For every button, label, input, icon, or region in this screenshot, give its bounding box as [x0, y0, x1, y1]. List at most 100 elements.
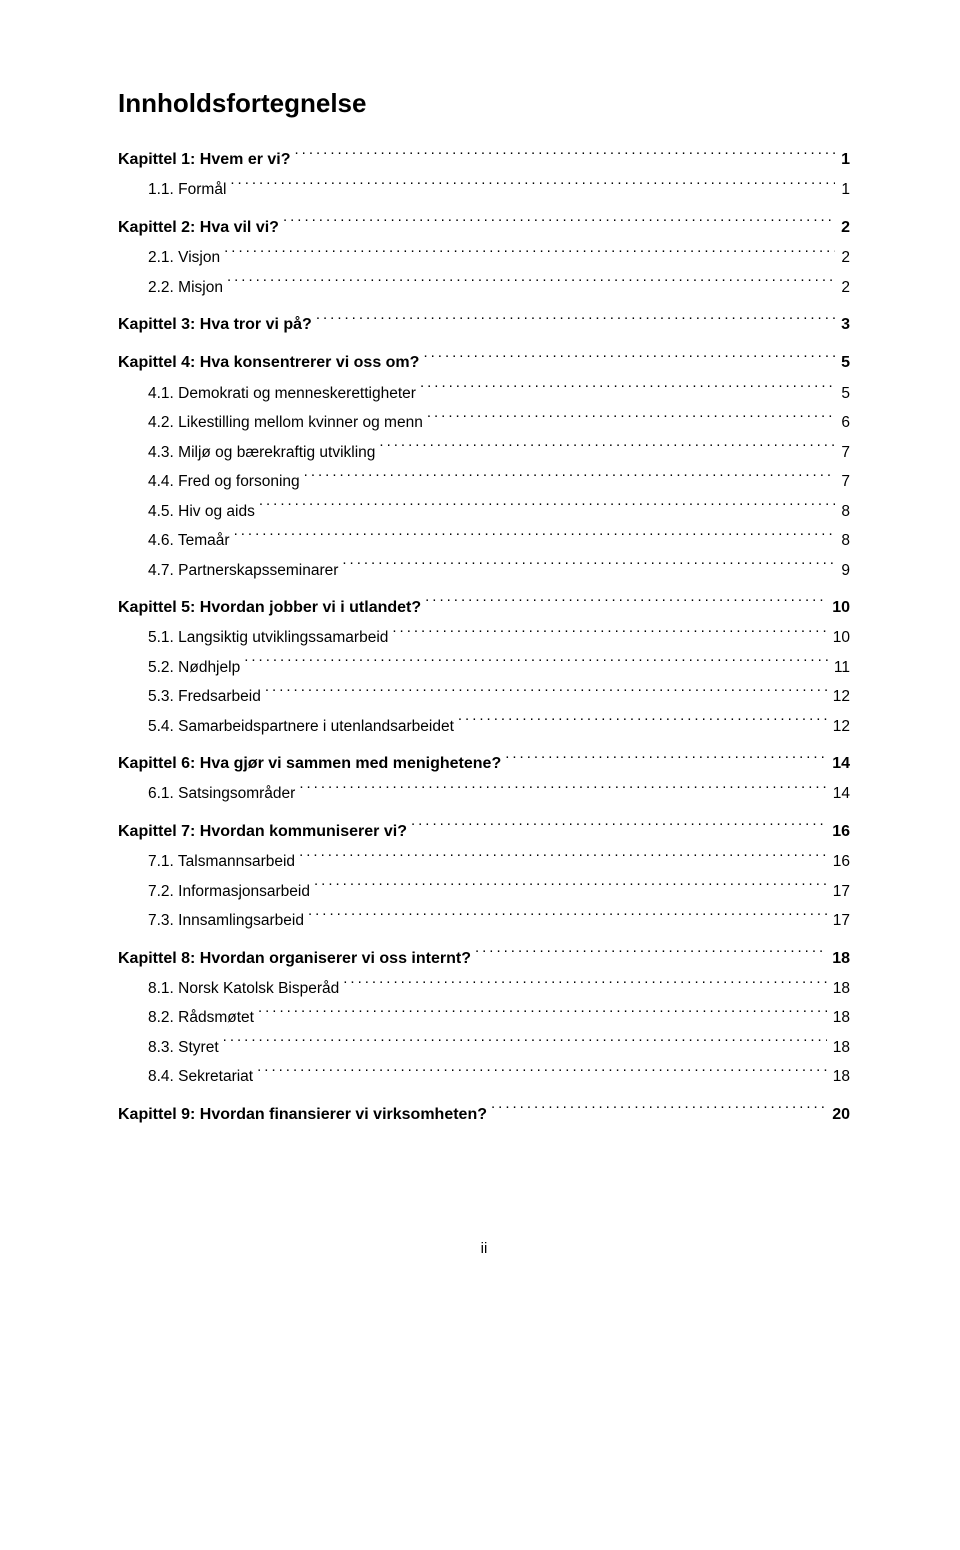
toc-chapter-row[interactable]: Kapittel 4: Hva konsentrerer vi oss om?5: [118, 348, 850, 378]
table-of-contents: Kapittel 1: Hvem er vi?11.1. Formål1Kapi…: [118, 145, 850, 1130]
page-number-footer: ii: [118, 1240, 850, 1257]
toc-chapter-group: Kapittel 1: Hvem er vi? 1 1.1. Formål 1: [118, 145, 850, 205]
toc-chapter-row[interactable]: Kapittel 2: Hva vil vi? 2: [118, 213, 850, 243]
toc-item-label: 4.4. Fred og forsoning: [148, 467, 300, 496]
toc-item-page: 10: [831, 623, 850, 652]
toc-leader: [425, 596, 826, 612]
toc-chapter-page: 14: [830, 749, 850, 779]
toc-item-row[interactable]: 8.2. Rådsmøtet18: [118, 1003, 850, 1032]
toc-leader: [258, 1007, 827, 1023]
toc-item-row[interactable]: 7.2. Informasjonsarbeid17: [118, 877, 850, 906]
toc-item-page: 8: [839, 497, 850, 526]
toc-item-row[interactable]: 7.3. Innsamlingsarbeid17: [118, 906, 850, 935]
toc-item-page: 18: [831, 1003, 850, 1032]
toc-item-page: 17: [831, 877, 850, 906]
toc-chapter-row[interactable]: Kapittel 5: Hvordan jobber vi i utlandet…: [118, 593, 850, 623]
toc-leader: [342, 559, 835, 575]
toc-chapter-row[interactable]: Kapittel 6: Hva gjør vi sammen med menig…: [118, 749, 850, 779]
toc-chapter-page: 10: [830, 593, 850, 623]
toc-item-page: 18: [831, 974, 850, 1003]
toc-item-row[interactable]: 5.2. Nødhjelp 11: [118, 653, 850, 682]
toc-leader: [223, 1036, 827, 1052]
toc-chapter-row[interactable]: Kapittel 7: Hvordan kommuniserer vi? 16: [118, 817, 850, 847]
toc-item-label: 1.1. Formål: [148, 175, 226, 204]
toc-item-label: 8.3. Styret: [148, 1033, 219, 1062]
toc-chapter-page: 5: [839, 348, 850, 378]
toc-leader: [392, 627, 826, 643]
toc-item-page: 6: [839, 408, 850, 437]
toc-chapter-row[interactable]: Kapittel 1: Hvem er vi? 1: [118, 145, 850, 175]
toc-chapter-label: Kapittel 7: Hvordan kommuniserer vi?: [118, 817, 407, 847]
toc-item-row[interactable]: 1.1. Formål 1: [118, 175, 850, 204]
toc-item-row[interactable]: 4.7. Partnerskapsseminarer 9: [118, 556, 850, 585]
toc-leader: [265, 686, 827, 702]
toc-leader: [420, 382, 835, 398]
toc-chapter-page: 18: [830, 944, 850, 974]
toc-item-label: 5.4. Samarbeidspartnere i utenlandsarbei…: [148, 712, 454, 741]
toc-chapter-label: Kapittel 6: Hva gjør vi sammen med menig…: [118, 749, 501, 779]
toc-chapter-page: 3: [839, 310, 850, 340]
toc-chapter-group: Kapittel 9: Hvordan finansierer vi virks…: [118, 1100, 850, 1130]
toc-item-label: 4.3. Miljø og bærekraftig utvikling: [148, 438, 375, 467]
toc-item-label: 4.7. Partnerskapsseminarer: [148, 556, 338, 585]
toc-chapter-row[interactable]: Kapittel 3: Hva tror vi på?3: [118, 310, 850, 340]
toc-leader: [224, 247, 835, 263]
toc-chapter-page: 2: [839, 213, 850, 243]
toc-item-label: 7.1. Talsmannsarbeid: [148, 847, 295, 876]
toc-chapter-group: Kapittel 5: Hvordan jobber vi i utlandet…: [118, 593, 850, 741]
toc-item-row[interactable]: 2.1. Visjon2: [118, 243, 850, 272]
toc-leader: [259, 500, 836, 516]
toc-leader: [423, 352, 835, 368]
toc-chapter-row[interactable]: Kapittel 8: Hvordan organiserer vi oss i…: [118, 944, 850, 974]
toc-item-label: 5.2. Nødhjelp: [148, 653, 240, 682]
toc-leader: [257, 1066, 827, 1082]
toc-chapter-page: 1: [839, 145, 850, 175]
toc-item-row[interactable]: 4.1. Demokrati og menneskerettigheter5: [118, 379, 850, 408]
toc-leader: [308, 910, 827, 926]
toc-item-row[interactable]: 5.1. Langsiktig utviklingssamarbeid10: [118, 623, 850, 652]
page-title: Innholdsfortegnelse: [118, 88, 850, 119]
toc-item-row[interactable]: 4.2. Likestilling mellom kvinner og menn…: [118, 408, 850, 437]
toc-item-label: 8.1. Norsk Katolsk Bisperåd: [148, 974, 339, 1003]
toc-item-row[interactable]: 4.4. Fred og forsoning7: [118, 467, 850, 496]
toc-item-row[interactable]: 2.2. Misjon 2: [118, 273, 850, 302]
toc-item-row[interactable]: 6.1. Satsingsområder14: [118, 779, 850, 808]
toc-item-page: 1: [839, 175, 850, 204]
toc-item-row[interactable]: 4.3. Miljø og bærekraftig utvikling7: [118, 438, 850, 467]
toc-item-page: 9: [839, 556, 850, 585]
toc-item-row[interactable]: 5.4. Samarbeidspartnere i utenlandsarbei…: [118, 712, 850, 741]
toc-item-row[interactable]: 4.6. Temaår8: [118, 526, 850, 555]
toc-chapter-label: Kapittel 1: Hvem er vi?: [118, 145, 291, 175]
toc-leader: [299, 851, 827, 867]
toc-leader: [230, 179, 835, 195]
toc-item-row[interactable]: 8.3. Styret 18: [118, 1033, 850, 1062]
toc-item-row[interactable]: 7.1. Talsmannsarbeid 16: [118, 847, 850, 876]
toc-item-row[interactable]: 8.1. Norsk Katolsk Bisperåd 18: [118, 974, 850, 1003]
toc-item-row[interactable]: 4.5. Hiv og aids8: [118, 497, 850, 526]
toc-item-page: 2: [839, 273, 850, 302]
toc-item-page: 11: [832, 653, 850, 682]
toc-item-page: 14: [831, 779, 850, 808]
toc-item-label: 2.2. Misjon: [148, 273, 223, 302]
toc-leader: [316, 314, 835, 330]
toc-chapter-group: Kapittel 3: Hva tror vi på?3: [118, 310, 850, 340]
toc-chapter-page: 20: [830, 1100, 850, 1130]
toc-leader: [505, 753, 826, 769]
toc-item-row[interactable]: 5.3. Fredsarbeid12: [118, 682, 850, 711]
toc-leader: [475, 947, 826, 963]
toc-chapter-row[interactable]: Kapittel 9: Hvordan finansierer vi virks…: [118, 1100, 850, 1130]
toc-item-page: 16: [831, 847, 850, 876]
toc-item-row[interactable]: 8.4. Sekretariat18: [118, 1062, 850, 1091]
toc-chapter-label: Kapittel 2: Hva vil vi?: [118, 213, 279, 243]
toc-chapter-label: Kapittel 8: Hvordan organiserer vi oss i…: [118, 944, 471, 974]
toc-chapter-label: Kapittel 5: Hvordan jobber vi i utlandet…: [118, 593, 421, 623]
toc-chapter-page: 16: [830, 817, 850, 847]
toc-chapter-group: Kapittel 7: Hvordan kommuniserer vi?167.…: [118, 817, 850, 936]
toc-item-page: 8: [839, 526, 850, 555]
toc-item-page: 12: [831, 712, 850, 741]
toc-chapter-label: Kapittel 9: Hvordan finansierer vi virks…: [118, 1100, 487, 1130]
toc-leader: [234, 530, 836, 546]
toc-item-page: 18: [831, 1033, 850, 1062]
toc-item-label: 8.4. Sekretariat: [148, 1062, 253, 1091]
toc-chapter-group: Kapittel 4: Hva konsentrerer vi oss om?5…: [118, 348, 850, 584]
